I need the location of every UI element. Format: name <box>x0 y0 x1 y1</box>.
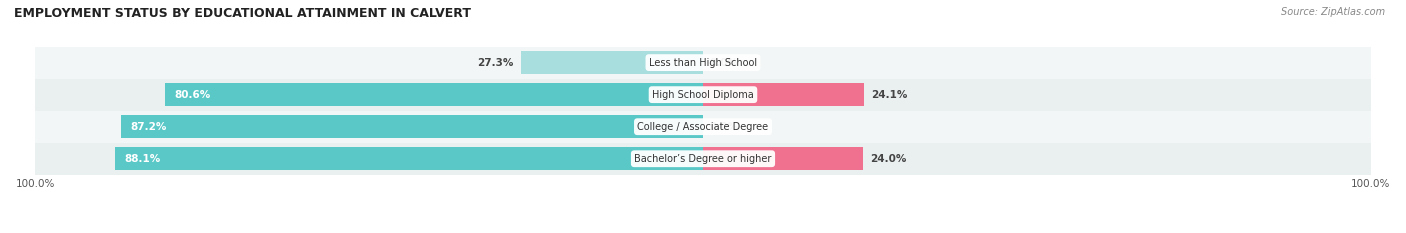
Text: 80.6%: 80.6% <box>174 90 211 100</box>
Text: 24.0%: 24.0% <box>870 154 907 164</box>
Bar <box>115 147 703 170</box>
Text: EMPLOYMENT STATUS BY EDUCATIONAL ATTAINMENT IN CALVERT: EMPLOYMENT STATUS BY EDUCATIONAL ATTAINM… <box>14 7 471 20</box>
Text: 24.1%: 24.1% <box>870 90 907 100</box>
Text: High School Diploma: High School Diploma <box>652 90 754 100</box>
Bar <box>35 143 1371 175</box>
Bar <box>35 111 1371 143</box>
Text: Less than High School: Less than High School <box>650 58 756 68</box>
Bar <box>703 83 863 106</box>
Bar <box>703 147 863 170</box>
Text: Source: ZipAtlas.com: Source: ZipAtlas.com <box>1281 7 1385 17</box>
Bar <box>35 47 1371 79</box>
Bar <box>520 51 703 74</box>
Text: 88.1%: 88.1% <box>125 154 160 164</box>
Legend: In Labor Force, Unemployed: In Labor Force, Unemployed <box>599 229 807 233</box>
Bar <box>165 83 703 106</box>
Bar <box>35 79 1371 111</box>
Bar <box>121 115 703 138</box>
Text: College / Associate Degree: College / Associate Degree <box>637 122 769 132</box>
Text: Bachelor’s Degree or higher: Bachelor’s Degree or higher <box>634 154 772 164</box>
Text: 0.0%: 0.0% <box>710 58 738 68</box>
Text: 0.0%: 0.0% <box>710 122 738 132</box>
Text: 27.3%: 27.3% <box>478 58 515 68</box>
Text: 87.2%: 87.2% <box>131 122 167 132</box>
